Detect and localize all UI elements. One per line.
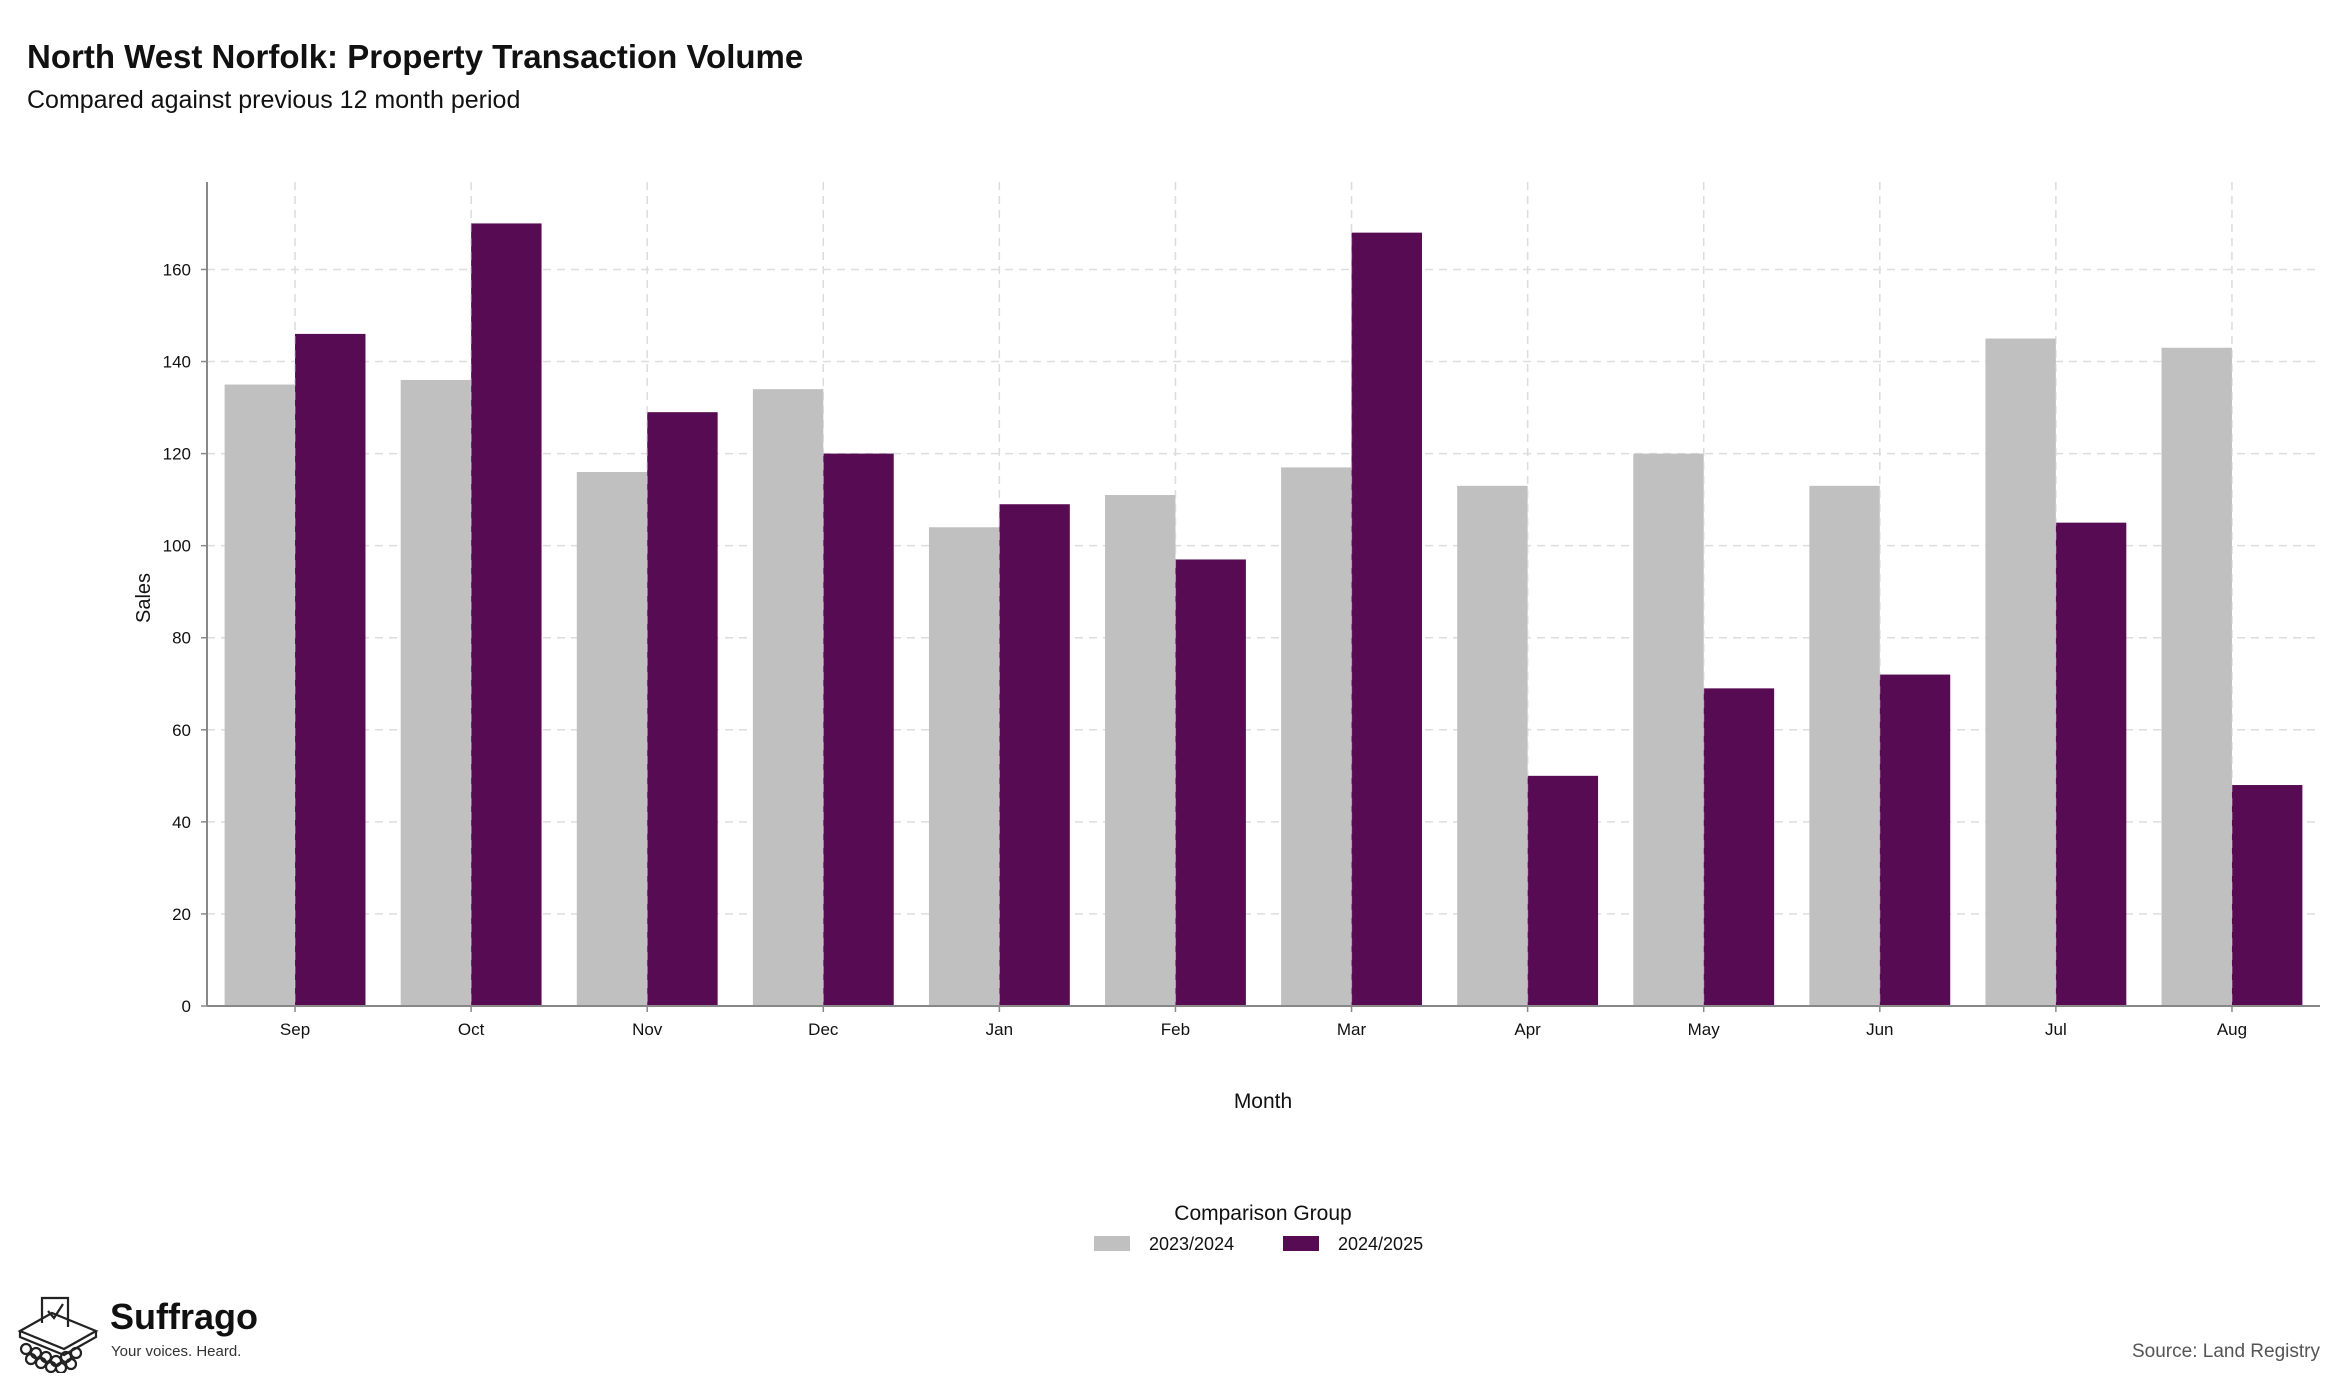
bar-2023/2024-Jul [1985, 338, 2056, 1006]
chart-title: North West Norfolk: Property Transaction… [27, 38, 804, 75]
bar-2024/2025-May [1703, 688, 1775, 1006]
x-tick-label: Dec [808, 1020, 839, 1039]
bar-2024/2025-Apr [1527, 775, 1599, 1006]
y-tick-label: 40 [172, 813, 191, 832]
legend-swatch-2023/2024 [1094, 1236, 1130, 1251]
bar-2023/2024-Feb [1105, 495, 1176, 1006]
bar-2024/2025-Jun [1879, 674, 1951, 1006]
bar-2024/2025-Oct [471, 223, 542, 1006]
legend: Comparison Group 2023/2024 2024/2025 [1094, 1202, 1423, 1254]
brand-tagline: Your voices. Heard. [111, 1343, 242, 1360]
legend-label-2023/2024: 2023/2024 [1149, 1234, 1234, 1254]
axes [201, 182, 2320, 1012]
legend-swatch-2024/2025 [1283, 1236, 1319, 1251]
ballot-box-icon [17, 1296, 99, 1373]
x-tick-label: Oct [458, 1020, 485, 1039]
x-tick-label: Jul [2045, 1020, 2067, 1039]
y-tick-label: 160 [163, 260, 191, 279]
bar-2024/2025-Feb [1175, 559, 1246, 1006]
y-tick-label: 100 [163, 537, 191, 556]
bar-2024/2025-Mar [1351, 232, 1422, 1007]
bars [224, 182, 2303, 1007]
bar-2023/2024-Oct [400, 379, 472, 1007]
chart-subtitle: Compared against previous 12 month perio… [27, 86, 521, 114]
bar-2023/2024-Mar [1281, 467, 1352, 1006]
bar-2024/2025-Jan [999, 504, 1070, 1006]
x-tick-label: Sep [280, 1020, 310, 1039]
x-tick-label: Aug [2217, 1020, 2247, 1039]
x-tick-label: May [1688, 1020, 1721, 1039]
bar-2024/2025-Dec [823, 453, 894, 1006]
y-tick-label: 140 [163, 353, 191, 372]
source-note: Source: Land Registry [2132, 1341, 2320, 1362]
y-tick-label: 60 [172, 721, 191, 740]
x-tick-label: Jan [986, 1020, 1013, 1039]
bar-2023/2024-Aug [2161, 347, 2232, 1006]
bar-2023/2024-Apr [1457, 485, 1528, 1006]
y-tick-labels: 0 20 40 60 80 100 120 140 160 [163, 260, 191, 1016]
bar-2024/2025-Aug [2231, 785, 2303, 1006]
x-tick-label: Mar [1337, 1020, 1367, 1039]
legend-label-2024/2025: 2024/2025 [1338, 1234, 1423, 1254]
bar-2024/2025-Nov [647, 412, 718, 1006]
bar-2023/2024-Nov [576, 472, 648, 1006]
y-tick-label: 80 [172, 629, 191, 648]
y-tick-label: 20 [172, 905, 191, 924]
bar-2023/2024-May [1633, 453, 1704, 1006]
x-tick-label: Apr [1514, 1020, 1541, 1039]
y-tick-label: 0 [182, 997, 191, 1016]
bar-2024/2025-Jul [2055, 522, 2127, 1006]
x-tick-label: Jun [1866, 1020, 1893, 1039]
bar-2023/2024-Jan [928, 527, 1000, 1006]
x-tick-labels: Sep Oct Nov Dec Jan Feb Mar Apr May Jun Jul Aug [280, 1020, 2247, 1039]
bar-2023/2024-Sep [224, 384, 296, 1006]
bar-2024/2025-Sep [295, 333, 366, 1006]
y-axis-label: Sales [133, 573, 155, 623]
bar-2023/2024-Jun [1809, 485, 1880, 1006]
bar-2023/2024-Dec [752, 389, 824, 1006]
y-tick-label: 120 [163, 445, 191, 464]
brand-name: Suffrago [110, 1296, 258, 1337]
legend-title: Comparison Group [1174, 1202, 1351, 1225]
x-tick-label: Nov [632, 1020, 663, 1039]
x-tick-label: Feb [1161, 1020, 1190, 1039]
x-axis-label: Month [1234, 1090, 1292, 1113]
